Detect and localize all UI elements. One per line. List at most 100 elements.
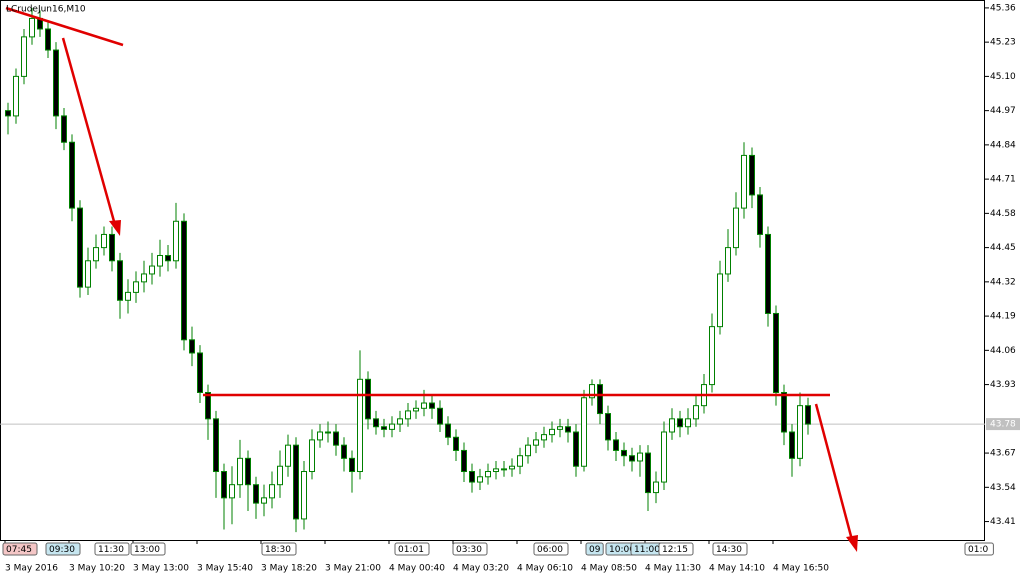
candle-body bbox=[453, 436, 459, 451]
candle-body bbox=[797, 405, 803, 459]
x-tick-label: 4 May 14:10 bbox=[709, 564, 765, 574]
candle-body bbox=[493, 468, 499, 473]
event-box bbox=[533, 542, 569, 556]
arrow bbox=[814, 403, 854, 541]
x-tick-label: 3 May 2016 bbox=[5, 564, 58, 574]
event-box bbox=[585, 542, 604, 556]
arrow bbox=[61, 37, 117, 226]
candle-body bbox=[93, 247, 99, 262]
candle-body bbox=[45, 28, 51, 51]
y-tick-label: 43.67 bbox=[990, 449, 1016, 459]
candle-body bbox=[485, 471, 491, 478]
candle-body bbox=[621, 449, 627, 457]
candle-body bbox=[285, 444, 291, 467]
current-price-box bbox=[986, 418, 1020, 431]
x-tick-label: 3 May 18:20 bbox=[261, 564, 317, 574]
candle-body bbox=[325, 431, 331, 434]
event-label: 11:00 bbox=[634, 545, 660, 555]
candle-body bbox=[677, 418, 683, 428]
candle-body bbox=[301, 471, 307, 520]
y-tick-label: 44.06 bbox=[990, 346, 1016, 356]
x-tick-label: 3 May 10:20 bbox=[69, 564, 125, 574]
candle-body bbox=[685, 418, 691, 428]
candle-body bbox=[509, 465, 515, 470]
candle-body bbox=[693, 405, 699, 420]
candle-body bbox=[125, 291, 131, 301]
candle-body bbox=[469, 471, 475, 483]
candle-body bbox=[597, 384, 603, 415]
candle-body bbox=[77, 207, 83, 288]
arrow-head bbox=[846, 535, 858, 552]
candle-body bbox=[389, 423, 395, 430]
event-box bbox=[130, 542, 166, 556]
event-box bbox=[94, 542, 130, 556]
event-label: 09:30 bbox=[49, 545, 75, 555]
y-tick-label: 43.54 bbox=[990, 483, 1016, 493]
y-tick-label: 44.97 bbox=[990, 106, 1016, 116]
event-label: 14:30 bbox=[716, 545, 742, 555]
candle-body bbox=[229, 484, 235, 499]
candle-body bbox=[109, 233, 115, 262]
event-label: 12:15 bbox=[662, 545, 688, 555]
x-tick-label: 4 May 06:10 bbox=[517, 564, 573, 574]
candle-body bbox=[557, 426, 563, 430]
candle-body bbox=[517, 455, 523, 467]
candle-body bbox=[117, 260, 123, 301]
plot-frame bbox=[0, 0, 985, 541]
candle-body bbox=[333, 431, 339, 446]
candle-body bbox=[245, 457, 251, 486]
candle-body bbox=[61, 115, 67, 143]
candle-body bbox=[5, 110, 11, 117]
candle-body bbox=[645, 452, 651, 494]
event-label: 07:45 bbox=[6, 545, 32, 555]
candle-body bbox=[429, 402, 435, 409]
candle-body bbox=[565, 426, 571, 433]
candle-body bbox=[221, 471, 227, 499]
candle-body bbox=[805, 405, 811, 425]
event-label: 10:00 bbox=[609, 545, 635, 555]
candle-body bbox=[29, 17, 35, 38]
candle-body bbox=[773, 312, 779, 393]
candle-body bbox=[445, 423, 451, 438]
candle-body bbox=[173, 220, 179, 262]
candle-body bbox=[373, 418, 379, 428]
candle-body bbox=[341, 444, 347, 459]
candle-body bbox=[205, 391, 211, 420]
candle-body bbox=[605, 413, 611, 441]
candle-body bbox=[261, 497, 267, 504]
candle-body bbox=[653, 481, 659, 494]
candle-body bbox=[237, 457, 243, 486]
candle-body bbox=[749, 154, 755, 196]
candle-body bbox=[789, 431, 795, 459]
event-box bbox=[964, 542, 994, 556]
candle-body bbox=[69, 141, 75, 209]
candle-body bbox=[349, 457, 355, 473]
y-tick-label: 44.45 bbox=[990, 243, 1016, 253]
candle-body bbox=[269, 484, 275, 499]
x-tick-label: 3 May 21:00 bbox=[325, 564, 381, 574]
candle-body bbox=[629, 455, 635, 462]
candle-body bbox=[141, 273, 147, 283]
y-tick-label: 45.23 bbox=[990, 38, 1016, 48]
candle-body bbox=[765, 233, 771, 314]
candle-body bbox=[53, 49, 59, 117]
symbol-label: LCrudeJun16,M10 bbox=[6, 5, 86, 15]
event-label: 03:30 bbox=[456, 545, 482, 555]
x-tick-label: 3 May 13:00 bbox=[133, 564, 189, 574]
event-box bbox=[261, 542, 297, 556]
candle-body bbox=[613, 439, 619, 451]
trend-line bbox=[5, 6, 124, 47]
candle-body bbox=[277, 465, 283, 486]
y-tick-label: 43.41 bbox=[990, 517, 1016, 527]
candle-body bbox=[213, 418, 219, 473]
y-tick-label: 44.19 bbox=[990, 312, 1016, 322]
candle-body bbox=[589, 384, 595, 399]
arrow-head bbox=[109, 220, 121, 236]
candle-body bbox=[133, 281, 139, 293]
candle-body bbox=[709, 326, 715, 386]
candle-body bbox=[573, 431, 579, 467]
y-tick-label: 44.71 bbox=[990, 175, 1016, 185]
candle-body bbox=[525, 444, 531, 457]
candle-body bbox=[717, 273, 723, 328]
